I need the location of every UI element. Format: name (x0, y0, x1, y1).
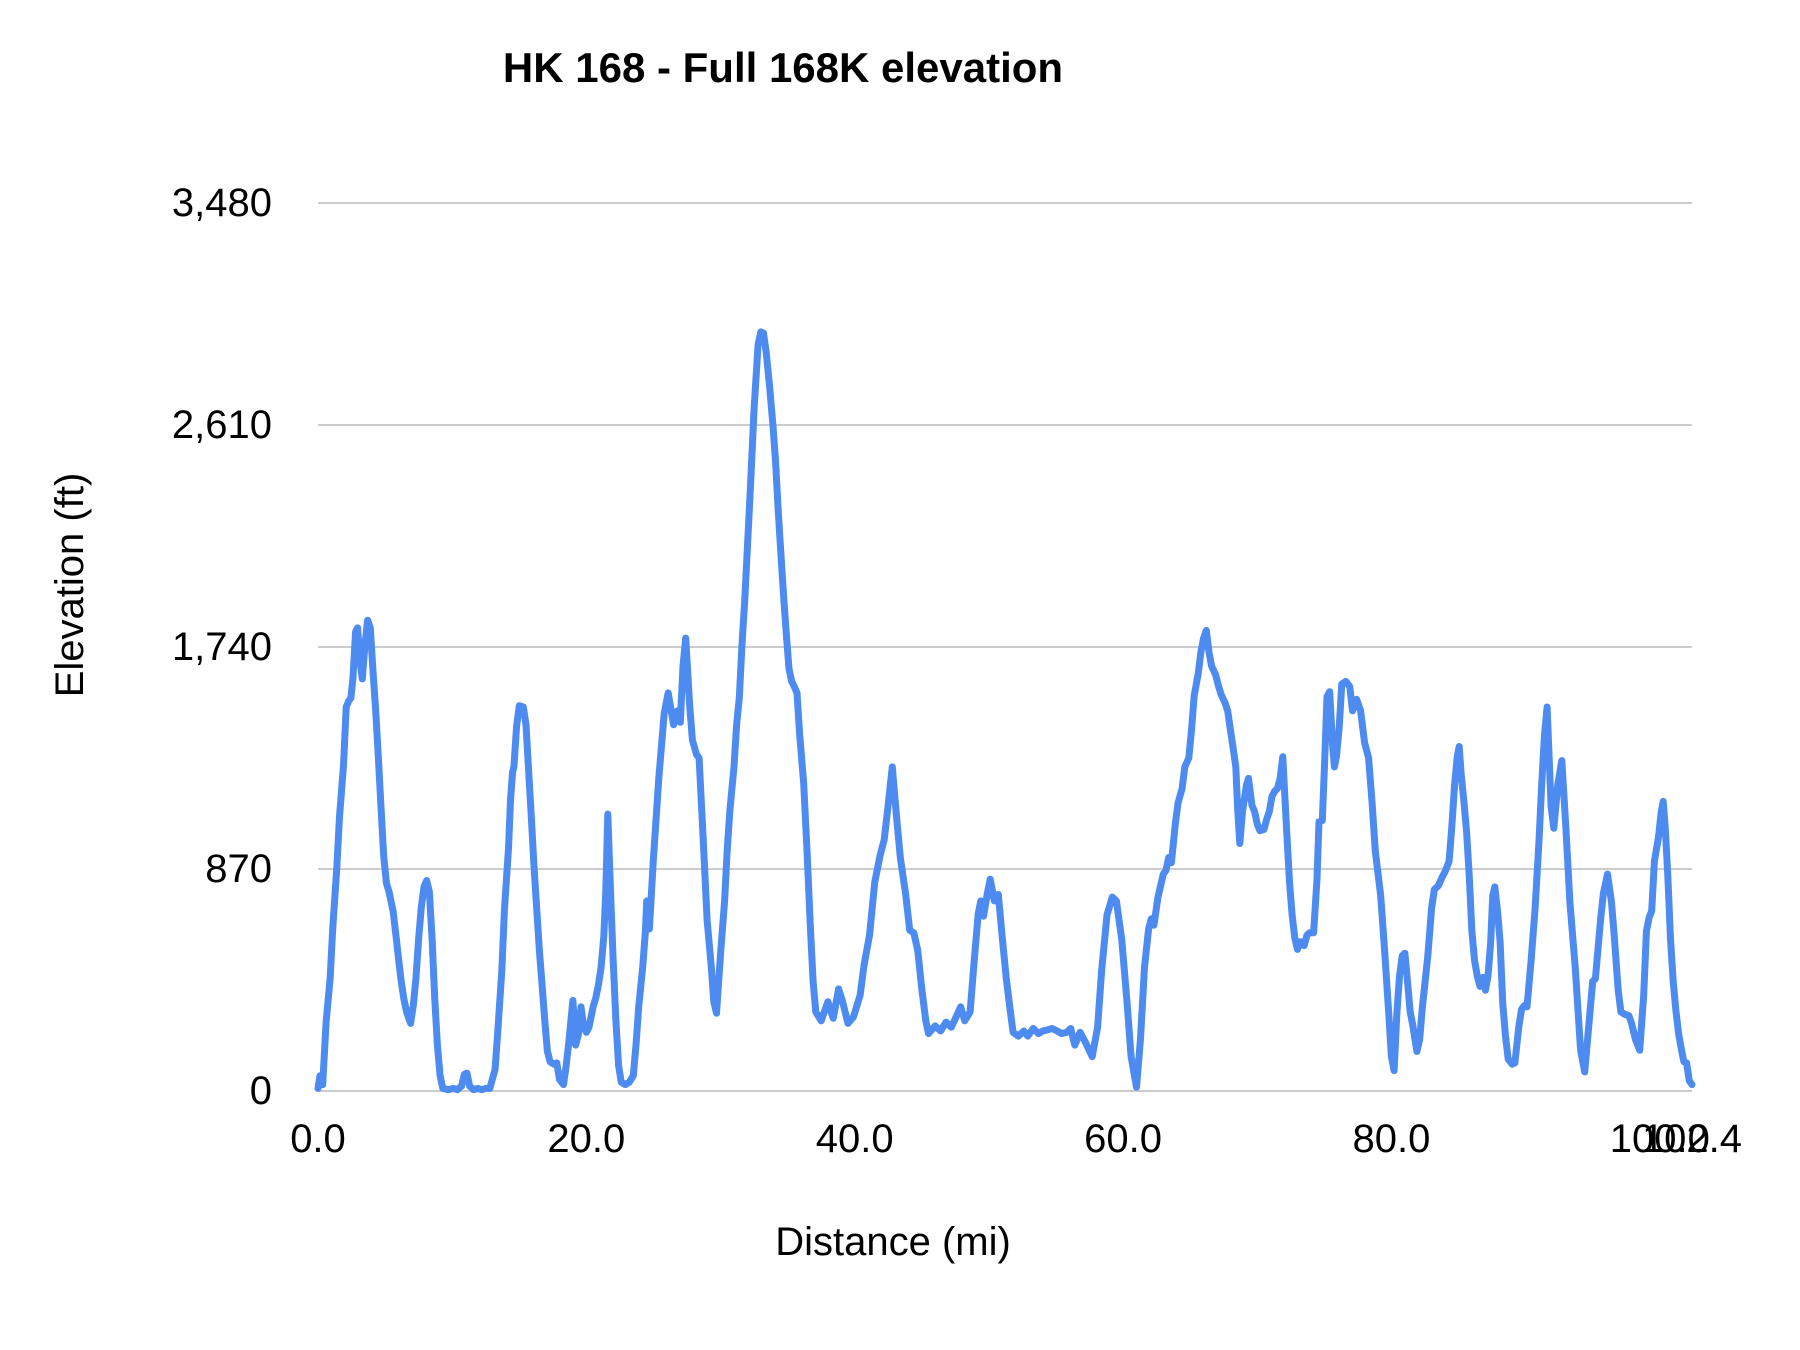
y-axis-title: Elevation (ft) (48, 472, 92, 698)
y-tick-label: 3,480 (171, 181, 272, 225)
x-tick-label: 20.0 (547, 1117, 626, 1161)
x-tick-label: 0.0 (290, 1117, 346, 1161)
x-axis-title: Distance (mi) (775, 1220, 1011, 1264)
y-tick-label: 0 (249, 1069, 272, 1113)
elevation-line (314, 328, 1696, 1094)
x-tick-label: 100.0 (1609, 1117, 1710, 1161)
x-tick-label: 60.0 (1084, 1117, 1162, 1161)
x-tick-label: 40.0 (815, 1117, 894, 1161)
y-tick-label: 870 (205, 847, 272, 891)
y-tick-label: 1,740 (171, 625, 272, 669)
chart-title: HK 168 - Full 168K elevation (502, 44, 1064, 91)
x-tick-label: 102.4 (1641, 1117, 1743, 1161)
x-tick-label: 80.0 (1352, 1117, 1431, 1161)
y-tick-label: 2,610 (171, 403, 272, 447)
